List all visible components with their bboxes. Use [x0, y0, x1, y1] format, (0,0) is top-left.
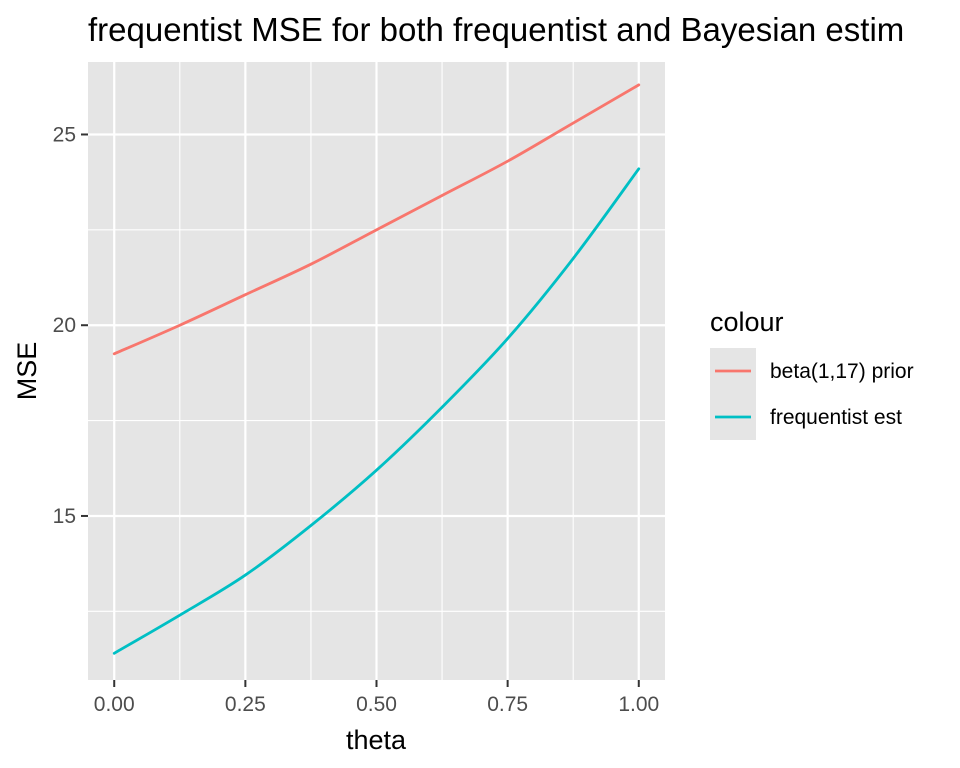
legend-title: colour: [710, 307, 784, 337]
grid-minor-x: [179, 62, 574, 680]
y-axis-title: MSE: [12, 342, 42, 401]
x-tick-label: 1.00: [618, 693, 659, 716]
x-tick-label: 0.50: [356, 693, 397, 716]
x-tick-label: 0.00: [94, 693, 135, 716]
x-tick-label: 0.25: [225, 693, 266, 716]
series-layer: [112, 83, 641, 655]
y-axis-ticks: 15 20 25: [53, 123, 88, 528]
grid-major-x: [113, 62, 640, 680]
y-tick-label: 15: [53, 505, 76, 528]
series-line-1: [112, 83, 641, 356]
grid-major-y: [88, 133, 665, 518]
legend-label: frequentist est: [770, 406, 902, 429]
x-axis-ticks: 0.00 0.25 0.50 0.75 1.00: [94, 680, 659, 716]
x-axis-title: theta: [346, 725, 407, 755]
legend-label: beta(1,17) prior: [770, 360, 914, 383]
chart-title: frequentist MSE for both frequentist and…: [88, 11, 904, 48]
legend-items: beta(1,17) prior frequentist est: [710, 348, 914, 440]
x-tick-label: 0.75: [487, 693, 528, 716]
y-tick-label: 20: [53, 314, 76, 337]
legend: colour beta(1,17) prior frequentist est: [710, 307, 914, 440]
y-tick-label: 25: [53, 123, 76, 146]
series-line-2: [112, 167, 641, 655]
